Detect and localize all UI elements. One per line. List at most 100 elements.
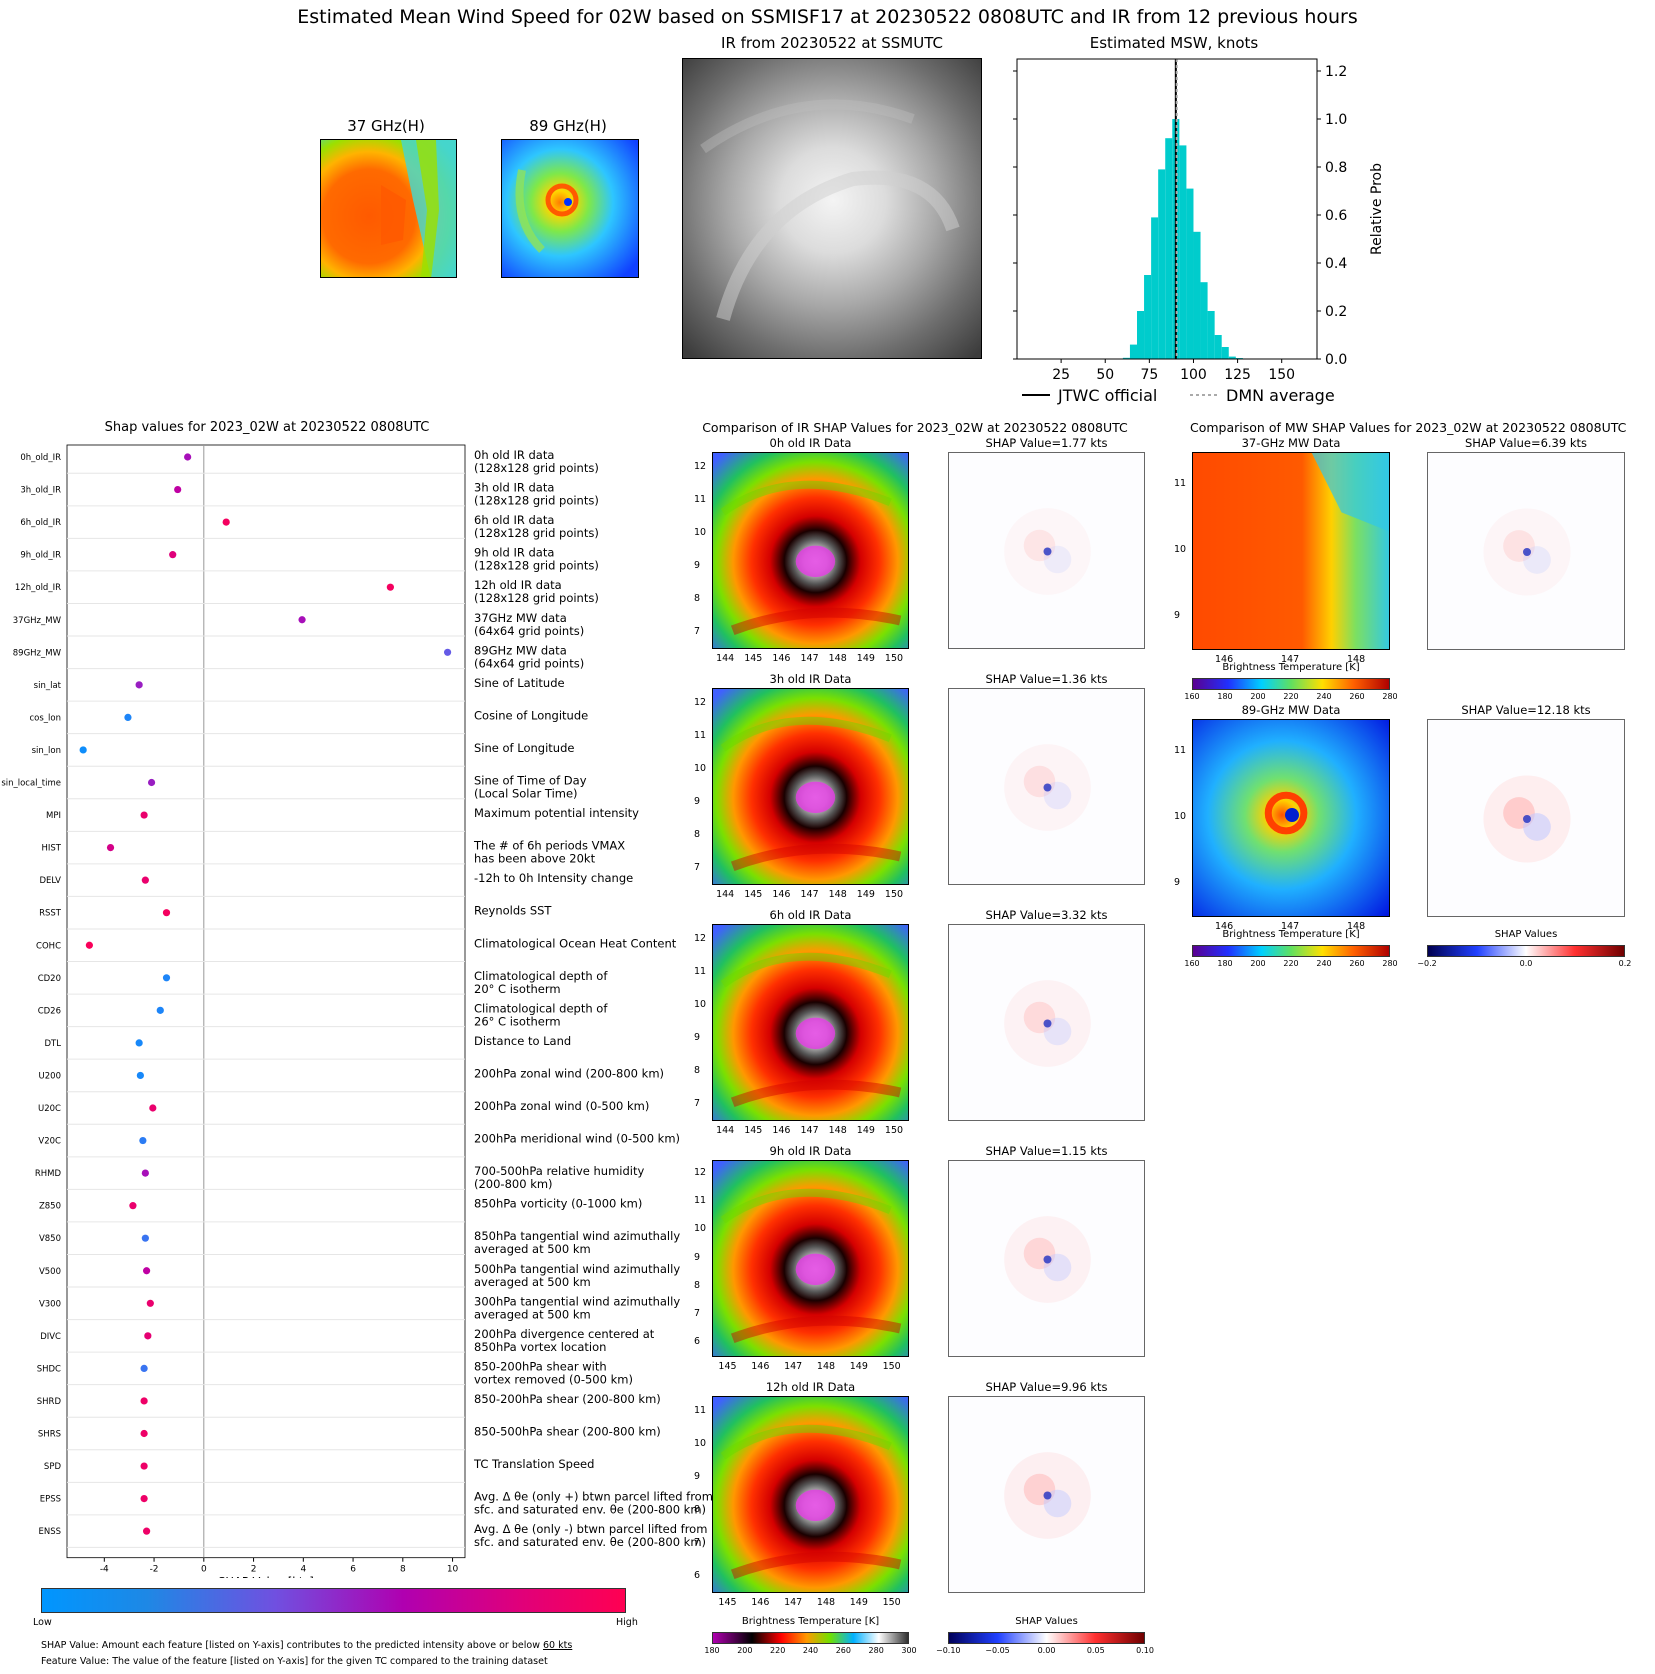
shap-note-text: SHAP Value: Amount each feature [listed … (41, 1640, 543, 1651)
ir-data-image (712, 452, 909, 649)
ytick-label: 10 (694, 763, 707, 775)
hist-bar (1137, 311, 1145, 359)
feature-name: SHRS (38, 1430, 61, 1440)
shap-point (169, 551, 177, 559)
shap-point (162, 909, 171, 917)
xtick-label: 146 (1215, 921, 1234, 932)
ir-image (682, 58, 982, 359)
feature-name: cos_lon (29, 713, 61, 723)
feature-description: 850-200hPa shear (200-800 km) (474, 1392, 661, 1406)
shap-point (141, 1169, 149, 1177)
feature-description: (128x128 grid points) (474, 591, 599, 605)
hist-bar (1122, 357, 1130, 359)
feature-description: (64x64 grid points) (474, 656, 584, 670)
shap-point (124, 713, 132, 721)
ir-row-shap-title: SHAP Value=9.96 kts (985, 1380, 1108, 1394)
feature-description: Climatological depth of (474, 1001, 608, 1015)
mw-row-data-title: 89-GHz MW Data (1241, 703, 1341, 717)
feature-name: RHMD (35, 1169, 62, 1179)
feature-name: 89GHz_MW (13, 648, 62, 658)
ir-data-image (712, 1396, 909, 1593)
ir-shap-colorbar-tick: 0.10 (1136, 1646, 1154, 1655)
ytick-label: 11 (694, 494, 707, 506)
shap-point (141, 1234, 149, 1242)
colorbar-low-label: Low (33, 1617, 52, 1628)
xtick-label: 146 (772, 653, 791, 664)
ytick-label: 10 (1174, 544, 1187, 555)
feature-name: MPI (46, 811, 61, 821)
ir-comparison-title: Comparison of IR SHAP Values for 2023_02… (702, 420, 1128, 435)
ir-row-shap-title: SHAP Value=1.77 kts (985, 436, 1108, 450)
xtick-label: 147 (1281, 654, 1300, 665)
ytick-label: 7 (694, 861, 701, 873)
hist-bar (1221, 347, 1229, 359)
shap-point (184, 453, 192, 461)
xtick-label: 146 (772, 889, 791, 900)
shap-note-value: 60 kts (542, 1640, 573, 1651)
feature-name: ENSS (38, 1527, 61, 1537)
ir-shap-colorbar-tick: 0.05 (1086, 1646, 1105, 1655)
ytick-label: 8 (694, 1064, 701, 1076)
feature-description: sfc. and saturated env. θe (200-800 km) (474, 1535, 706, 1549)
xtick-label: 148 (1347, 921, 1366, 932)
mw-bt-colorbar-tick: 280 (1382, 692, 1398, 701)
hist-xtick-label: 25 (1052, 367, 1070, 383)
xtick-label: 148 (828, 653, 847, 664)
ir-bt-colorbar-tick: 220 (770, 1646, 786, 1655)
ir-data-image (712, 1160, 909, 1357)
feature-name: SHDC (37, 1364, 61, 1374)
hist-ytick-label: 0.2 (1325, 304, 1347, 320)
ytick-label: 9 (694, 1471, 701, 1483)
hist-ylabel: Relative Prob (1369, 163, 1385, 255)
xtick-label: 145 (744, 653, 763, 664)
ir-row-data-title: 12h old IR Data (765, 1380, 856, 1394)
hist-bar (1165, 138, 1173, 359)
feature-name: RSST (39, 909, 62, 919)
feature-description: averaged at 500 km (474, 1242, 591, 1256)
xtick-label: 144 (716, 1125, 735, 1136)
shap-map-image (948, 1396, 1145, 1593)
ytick-label: 8 (694, 592, 701, 604)
ir-bt-colorbar (712, 1632, 909, 1644)
shap-xlabel: SHAP Value [kts] (218, 1575, 314, 1578)
shap-point (146, 1299, 154, 1307)
ir-data-heatmap (713, 925, 908, 1120)
hist-bar (1179, 145, 1187, 359)
ir-row-shap-title: SHAP Value=1.36 kts (985, 672, 1108, 686)
shap-xtick-label: 2 (251, 1565, 257, 1575)
ir-bt-colorbar-label: Brightness Temperature [K] (741, 1616, 880, 1627)
mw37-image (320, 139, 457, 278)
mw-bt-colorbar (1192, 678, 1390, 690)
xtick-label: 145 (718, 1597, 737, 1608)
colorbar-high-label: High (616, 1617, 638, 1628)
ytick-label: 12 (694, 461, 707, 473)
mw-bt-colorbar-tick: 180 (1217, 692, 1233, 701)
shap-point (162, 974, 171, 982)
ytick-label: 9 (1174, 610, 1181, 621)
ytick-label: 12 (694, 697, 707, 709)
ytick-label: 11 (1174, 745, 1187, 756)
feature-description: 3h old IR data (474, 481, 554, 495)
feature-description: (200-800 km) (474, 1177, 553, 1191)
feature-description: Climatological depth of (474, 969, 608, 983)
xtick-label: 148 (828, 1125, 847, 1136)
hist-bar (1214, 335, 1222, 359)
feature-description: has been above 20kt (474, 852, 596, 866)
shap-point (141, 876, 149, 884)
feature-name: V850 (39, 1234, 61, 1244)
feature-description: 89GHz MW data (474, 643, 567, 657)
mw-bt-colorbar-tick: 240 (1316, 959, 1332, 968)
feature-name: SPD (44, 1462, 62, 1472)
feature-value-colorbar (41, 1588, 626, 1613)
feature-name: SHRD (37, 1397, 62, 1407)
ir-data-heatmap (713, 1397, 908, 1592)
xtick-label: 150 (884, 889, 904, 900)
feature-description: 850hPa vortex location (474, 1340, 606, 1354)
ytick-label: 7 (694, 1097, 701, 1109)
shap-point (140, 1364, 148, 1372)
legend-dmn-label: DMN average (1226, 386, 1335, 405)
feature-name: HIST (42, 844, 62, 854)
hist-bar (1144, 275, 1152, 359)
ir-row-data-title: 3h old IR Data (769, 672, 852, 686)
feature-description: 200hPa zonal wind (200-800 km) (474, 1066, 664, 1080)
